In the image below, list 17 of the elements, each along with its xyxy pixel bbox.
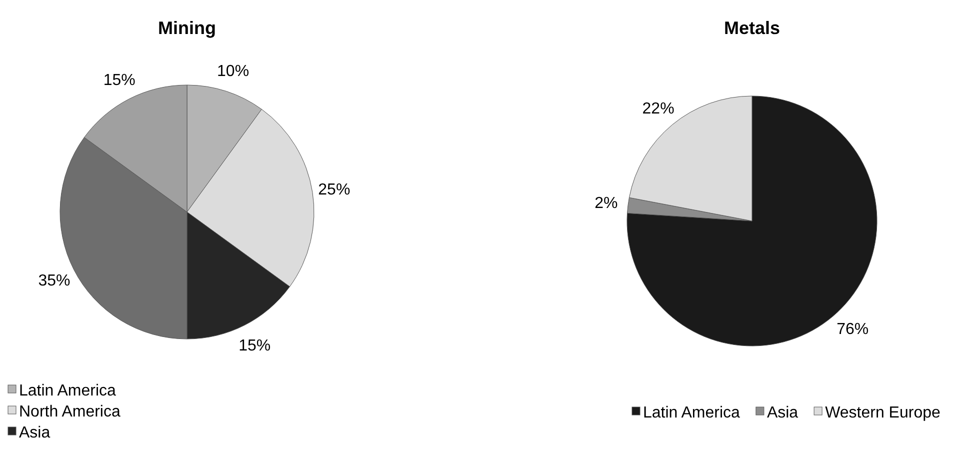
chart-title: Metals bbox=[724, 18, 780, 38]
legend-label: Asia bbox=[766, 404, 798, 422]
data-label: 22% bbox=[642, 100, 674, 118]
legend-label: Latin America bbox=[19, 382, 116, 400]
chart-title: Mining bbox=[158, 18, 216, 38]
pie-slice bbox=[626, 96, 878, 346]
data-label: 10% bbox=[217, 62, 250, 80]
legend-label: Asia bbox=[19, 424, 50, 442]
data-label: 35% bbox=[38, 272, 70, 290]
legend-label: Latin America bbox=[643, 404, 740, 422]
legend-label: North America bbox=[19, 404, 120, 421]
data-label: 25% bbox=[318, 181, 350, 198]
data-label: 15% bbox=[103, 72, 136, 89]
data-label: 76% bbox=[836, 320, 869, 338]
data-label: 2% bbox=[594, 195, 618, 212]
data-label: 15% bbox=[238, 337, 271, 354]
legend-label: Western Europe bbox=[825, 404, 940, 422]
